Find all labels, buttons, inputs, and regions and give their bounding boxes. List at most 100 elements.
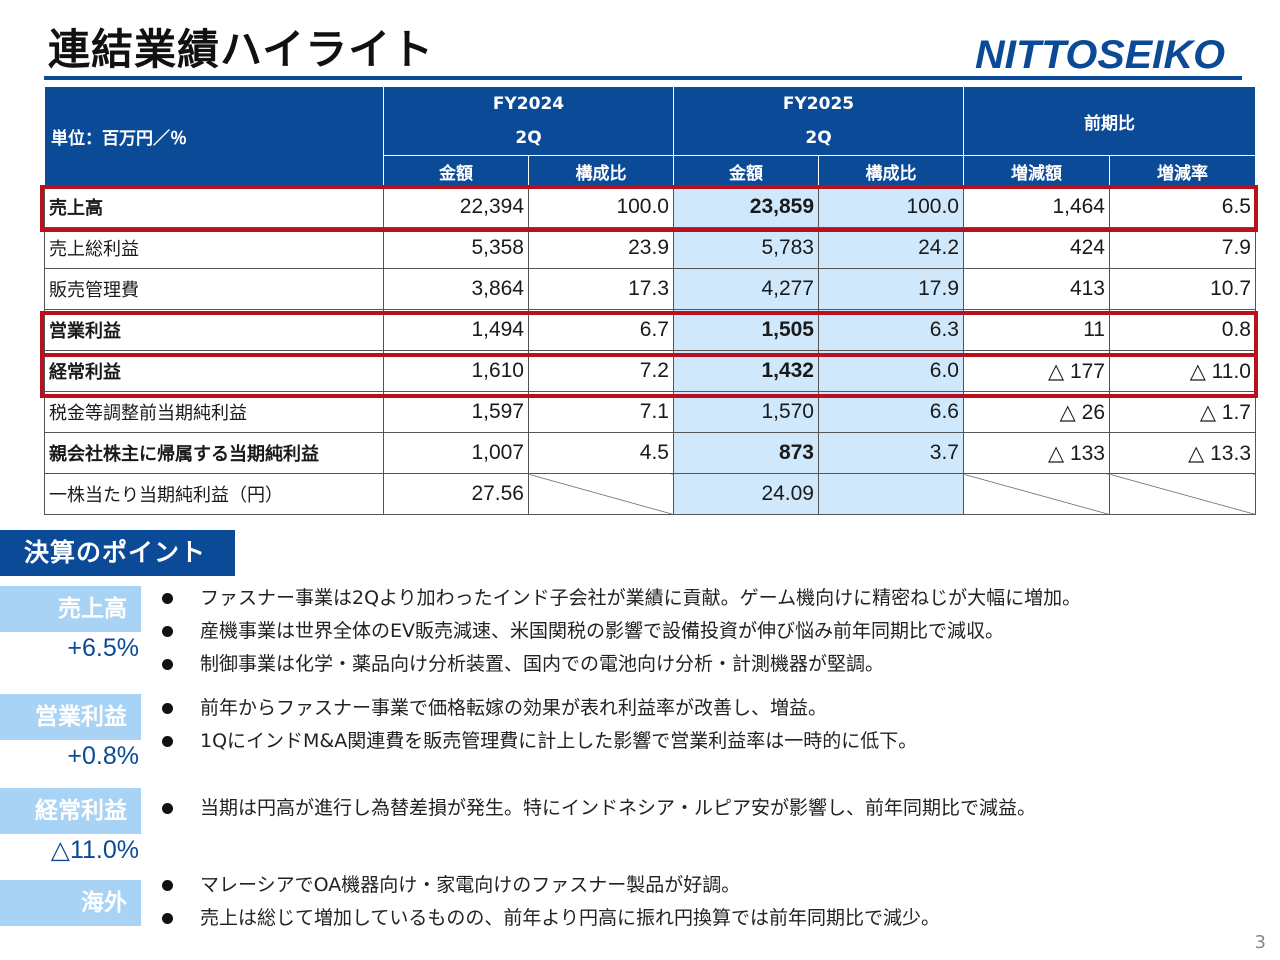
cell-amount-2025: 1,570 xyxy=(673,391,819,433)
cell-ratio-2024: 7.1 xyxy=(528,391,674,433)
category-operating-profit: 営業利益 xyxy=(0,694,141,740)
highlight-frame-operating-profit xyxy=(40,311,1258,357)
page-title: 連結業績ハイライト xyxy=(48,25,435,74)
list-item: 産機事業は世界全体のEV販売減速、米国関税の影響で設備投資が伸び悩み前年同期比で… xyxy=(160,615,1081,648)
table-row: 販売管理費 3,864 17.3 4,277 17.9 413 10.7 xyxy=(44,268,1256,310)
cell-amount-2025: 24.09 xyxy=(673,473,819,515)
col-ratio-2024: 構成比 xyxy=(528,155,674,187)
bullet-list-ordinary-profit: 当期は円高が進行し為替差損が発生。特にインドネシア・ルピア安が影響し、前年同期比… xyxy=(160,792,1036,825)
col-amount-2024: 金額 xyxy=(383,155,529,187)
fy2024-quarter: 2Q xyxy=(515,128,542,148)
list-item: 売上は総じて増加しているものの、前年より円高に振れ円換算では前年同期比で減少。 xyxy=(160,902,940,935)
list-item: 当期は円高が進行し為替差損が発生。特にインドネシア・ルピア安が影響し、前年同期比… xyxy=(160,792,1036,825)
table-row: 経常利益 1,610 7.2 1,432 6.0 △ 177 △ 11.0 xyxy=(44,350,1256,392)
row-label: 親会社株主に帰属する当期純利益 xyxy=(44,432,384,474)
row-label: 税金等調整前当期純利益 xyxy=(44,391,384,433)
highlight-frame-ordinary-profit xyxy=(40,353,1258,398)
bullet-list-operating-profit: 前年からファスナー事業で価格転嫁の効果が表れ利益率が改善し、増益。 1Qにインド… xyxy=(160,692,917,758)
points-heading: 決算のポイント xyxy=(0,530,235,576)
category-ordinary-profit: 経常利益 xyxy=(0,788,141,834)
bullet-list-sales: ファスナー事業は2Qより加わったインド子会社が業績に貢献。ゲーム機向けに精密ねじ… xyxy=(160,582,1081,681)
col-amount-2025: 金額 xyxy=(673,155,819,187)
cell-amount-2024: 1,007 xyxy=(383,432,529,474)
row-label: 営業利益 xyxy=(44,309,384,351)
row-label: 売上総利益 xyxy=(44,227,384,269)
change-operating-profit: +0.8% xyxy=(67,742,139,770)
fy2024-year: FY2024 xyxy=(492,94,565,114)
cell-ratio-2024: 6.7 xyxy=(528,309,674,351)
list-item: 制御事業は化学・薬品向け分析装置、国内での電池向け分析・計測機器が堅調。 xyxy=(160,648,1081,681)
row-label: 経常利益 xyxy=(44,350,384,392)
cell-amount-2025: 5,783 xyxy=(673,227,819,269)
cell-amount-2024: 1,494 xyxy=(383,309,529,351)
fy2025-quarter: 2Q xyxy=(805,128,832,148)
cell-diff: 424 xyxy=(963,227,1110,269)
yoy-header: 前期比 xyxy=(963,86,1256,156)
col-ratio-2025: 構成比 xyxy=(818,155,964,187)
svg-text:NITTOSEIKO: NITTOSEIKO xyxy=(975,33,1225,76)
row-label: 売上高 xyxy=(44,186,384,228)
list-item: 1QにインドM&A関連費を販売管理費に計上した影響で営業利益率は一時的に低下。 xyxy=(160,725,917,758)
table-row: 親会社株主に帰属する当期純利益 1,007 4.5 873 3.7 △ 133 … xyxy=(44,432,1256,474)
cell-ratio-2025: 6.0 xyxy=(818,350,964,392)
unit-label: 単位：百万円／％ xyxy=(44,86,384,187)
cell-ratio-2024: 17.3 xyxy=(528,268,674,310)
nittoseiko-logo: NITTOSEIKO xyxy=(975,33,1225,76)
cell-rate: 10.7 xyxy=(1109,268,1256,310)
row-label: 販売管理費 xyxy=(44,268,384,310)
cell-ratio-2025: 24.2 xyxy=(818,227,964,269)
table-row: 売上総利益 5,358 23.9 5,783 24.2 424 7.9 xyxy=(44,227,1256,269)
cell-amount-2024: 27.56 xyxy=(383,473,529,515)
empty-diagonal-cell xyxy=(528,473,674,515)
cell-ratio-2025: 17.9 xyxy=(818,268,964,310)
cell-diff: 1,464 xyxy=(963,186,1110,228)
cell-ratio-2025: 6.6 xyxy=(818,391,964,433)
fy2024-header: FY2024 2Q xyxy=(383,86,674,156)
list-item: ファスナー事業は2Qより加わったインド子会社が業績に貢献。ゲーム機向けに精密ねじ… xyxy=(160,582,1081,615)
cell-amount-2024: 22,394 xyxy=(383,186,529,228)
cell-amount-2025: 1,432 xyxy=(673,350,819,392)
change-ordinary-profit: △11.0% xyxy=(50,836,139,864)
list-item: 前年からファスナー事業で価格転嫁の効果が表れ利益率が改善し、増益。 xyxy=(160,692,917,725)
fy2025-header: FY2025 2Q xyxy=(673,86,964,156)
table-row: 一株当たり当期純利益（円） 27.56 24.09 xyxy=(44,473,1256,515)
cell-rate: 6.5 xyxy=(1109,186,1256,228)
cell-diff: 413 xyxy=(963,268,1110,310)
category-overseas: 海外 xyxy=(0,880,141,926)
cell-ratio-2024: 23.9 xyxy=(528,227,674,269)
cell-rate: △ 1.7 xyxy=(1109,391,1256,433)
cell-amount-2024: 1,597 xyxy=(383,391,529,433)
cell-diff: 11 xyxy=(963,309,1110,351)
table-row: 税金等調整前当期純利益 1,597 7.1 1,570 6.6 △ 26 △ 1… xyxy=(44,391,1256,433)
change-sales: +6.5% xyxy=(67,634,139,662)
page-number: 3 xyxy=(1254,932,1266,953)
cell-ratio-2025: 3.7 xyxy=(818,432,964,474)
empty-diagonal-cell xyxy=(963,473,1110,515)
col-rate: 増減率 xyxy=(1109,155,1256,187)
results-table: 単位：百万円／％ FY2024 2Q FY2025 2Q 前期比 金額 構成比 … xyxy=(44,86,1256,515)
cell-amount-2025: 1,505 xyxy=(673,309,819,351)
list-item: マレーシアでOA機器向け・家電向けのファスナー製品が好調。 xyxy=(160,869,940,902)
empty-diagonal-cell xyxy=(1109,473,1256,515)
cell-amount-2024: 5,358 xyxy=(383,227,529,269)
cell-ratio-2024: 4.5 xyxy=(528,432,674,474)
table-row: 営業利益 1,494 6.7 1,505 6.3 11 0.8 xyxy=(44,309,1256,351)
bullet-list-overseas: マレーシアでOA機器向け・家電向けのファスナー製品が好調。 売上は総じて増加して… xyxy=(160,869,940,935)
cell-rate: 0.8 xyxy=(1109,309,1256,351)
fy2025-year: FY2025 xyxy=(782,94,855,114)
col-diff: 増減額 xyxy=(963,155,1110,187)
title-underline xyxy=(44,76,1242,80)
cell-ratio-2025: 6.3 xyxy=(818,309,964,351)
table-row: 売上高 22,394 100.0 23,859 100.0 1,464 6.5 xyxy=(44,186,1256,228)
category-sales: 売上高 xyxy=(0,586,141,632)
highlight-frame-sales xyxy=(40,185,1258,232)
empty-diagonal-cell xyxy=(818,473,964,515)
cell-amount-2025: 4,277 xyxy=(673,268,819,310)
row-label: 一株当たり当期純利益（円） xyxy=(44,473,384,515)
cell-diff: △ 26 xyxy=(963,391,1110,433)
cell-rate: 7.9 xyxy=(1109,227,1256,269)
cell-diff: △ 133 xyxy=(963,432,1110,474)
cell-rate: △ 13.3 xyxy=(1109,432,1256,474)
cell-amount-2025: 873 xyxy=(673,432,819,474)
cell-amount-2024: 3,864 xyxy=(383,268,529,310)
